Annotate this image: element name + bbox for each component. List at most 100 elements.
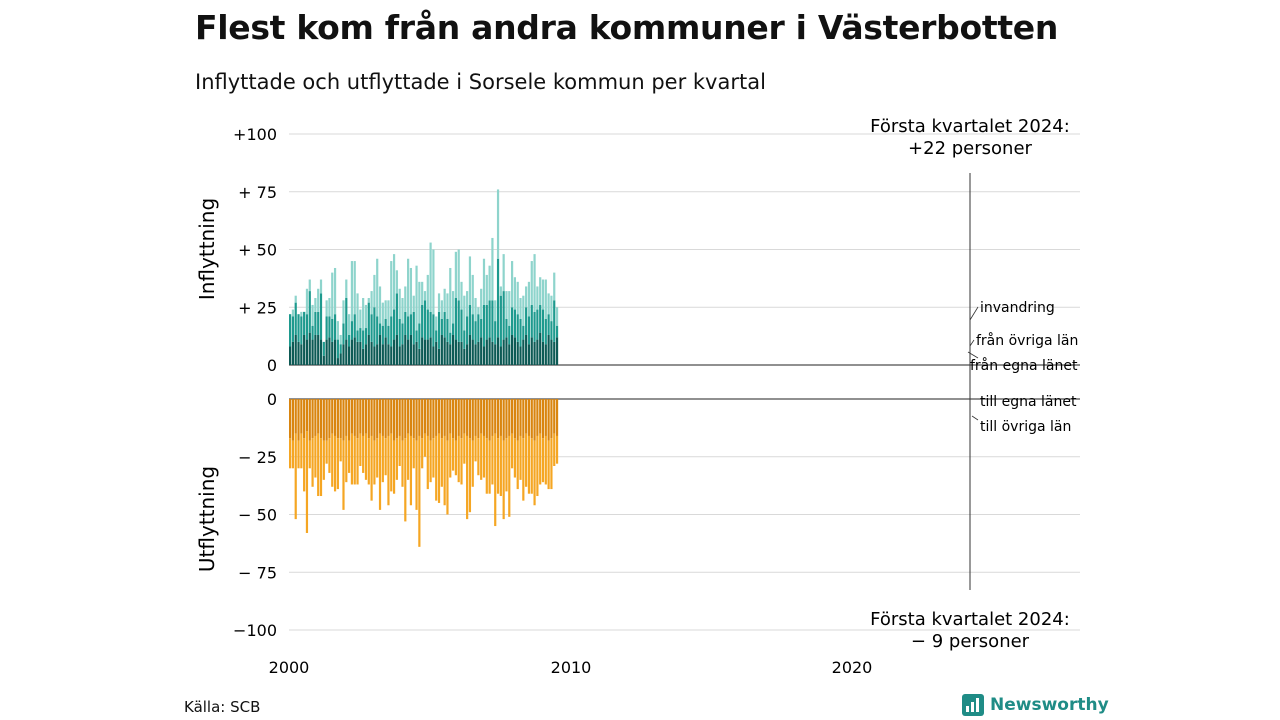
bar-inflyttning [333,267,337,315]
bar-inflyttning [536,309,539,340]
bar-inflyttning [415,265,418,331]
bar-inflyttning [530,261,533,305]
bar-inflyttning [395,270,398,294]
bar-utflyttning [376,399,379,439]
bar-utflyttning [477,438,480,476]
bar-inflyttning [423,291,427,301]
bar-inflyttning [404,334,407,365]
bar-inflyttning [339,344,342,354]
bar-utflyttning [429,399,432,441]
bar-inflyttning [446,341,449,365]
bar-utflyttning [401,399,404,441]
bar-inflyttning [381,325,384,345]
gridlines [289,133,1080,631]
bar-utflyttning [426,435,429,490]
bar-utflyttning [432,399,435,439]
bar-utflyttning [294,433,297,520]
bar-utflyttning [449,433,452,478]
bar-utflyttning [485,399,488,439]
bar-utflyttning [317,433,320,497]
bar-inflyttning [491,300,494,342]
bar-inflyttning [474,344,477,365]
bar-inflyttning [305,314,309,340]
y-tick-label: +100 [233,125,277,144]
bar-utflyttning [336,399,339,439]
bar-inflyttning [550,321,553,340]
bar-utflyttning [435,399,438,436]
x-tick-label: 2010 [551,658,592,677]
bar-utflyttning [390,433,393,492]
bar-utflyttning [522,438,525,501]
bar-inflyttning [519,298,522,319]
bar-inflyttning [390,346,393,365]
bar-inflyttning [555,307,559,326]
bar-inflyttning [525,286,528,308]
bar-inflyttning [440,300,443,319]
bar-utflyttning [317,399,320,434]
bar-inflyttning [342,323,345,345]
bar-inflyttning [350,339,354,365]
bar-utflyttning [488,399,491,441]
bar-inflyttning [466,344,469,365]
bar-inflyttning [353,337,356,365]
bar-inflyttning [350,321,354,340]
bar-inflyttning [443,311,446,338]
bar-utflyttning [364,399,368,434]
bar-utflyttning [356,438,359,485]
bar-inflyttning [289,346,292,365]
bar-utflyttning [533,399,536,441]
bar-inflyttning [392,309,396,340]
bar-utflyttning [466,399,469,436]
bar-inflyttning [508,344,511,365]
bar-utflyttning [362,435,365,473]
bar-inflyttning [319,279,323,294]
bar-inflyttning [314,311,317,335]
bar-utflyttning [457,399,460,436]
bar-utflyttning [460,399,463,439]
bar-inflyttning [485,304,488,340]
bar-utflyttning [314,399,317,436]
bar-inflyttning [510,334,514,365]
bar-inflyttning [378,286,382,324]
bar-inflyttning [348,346,351,365]
bar-inflyttning [435,330,438,342]
bar-inflyttning [407,316,410,340]
bar-utflyttning [505,399,508,439]
bar-inflyttning [435,316,438,331]
bar-inflyttning [536,286,539,310]
bar-inflyttning [541,341,545,365]
bar-utflyttning [331,433,334,487]
bar-inflyttning [370,291,373,315]
bar-inflyttning [457,300,460,342]
legend-leader-fran-ovriga [969,339,975,347]
bar-utflyttning [446,399,449,441]
bar-inflyttning [555,325,559,338]
legend-till-egna-lanet: till egna länet [980,394,1077,410]
bar-inflyttning [457,249,460,301]
bar-utflyttning [378,399,382,434]
bar-inflyttning [291,341,295,365]
bar-utflyttning [378,433,382,510]
bar-inflyttning [443,337,446,365]
bar-inflyttning [409,314,413,335]
bar-inflyttning [454,298,457,340]
bar-inflyttning [516,281,519,315]
bar-utflyttning [429,440,432,483]
bar-utflyttning [342,399,345,441]
bar-utflyttning [319,438,323,497]
bar-utflyttning [482,435,486,478]
bar-utflyttning [418,435,421,547]
bar-inflyttning [305,288,309,315]
bar-inflyttning [328,316,331,338]
bar-utflyttning [499,399,502,436]
bar-utflyttning [409,435,413,506]
annotation-bottom-line1: Första kvartalet 2024: [870,609,1070,630]
bar-inflyttning [426,309,429,340]
bar-inflyttning [345,279,348,299]
bar-inflyttning [449,267,452,333]
bar-inflyttning [415,341,418,365]
bar-inflyttning [553,341,556,365]
bar-inflyttning [499,286,502,296]
bar-inflyttning [435,341,438,365]
ylabel-inflyttning: Inflyttning [195,198,219,300]
